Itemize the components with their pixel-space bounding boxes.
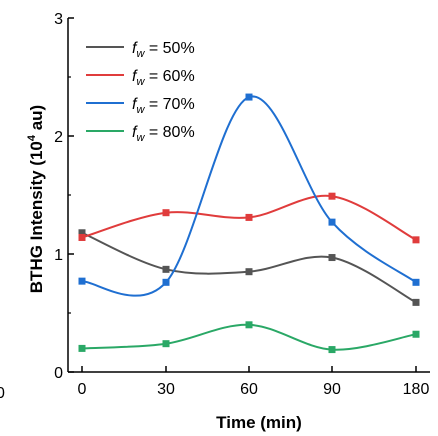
series-line <box>81 231 417 304</box>
data-point <box>412 330 420 338</box>
data-point <box>245 268 253 276</box>
data-point <box>412 298 420 306</box>
data-point <box>78 277 86 285</box>
y-tick-label: 3 <box>54 11 63 28</box>
data-point <box>162 209 170 217</box>
y-axis-label: BTHG Intensity (104 au) <box>26 105 46 293</box>
x-axis-label: Time (min) <box>216 413 302 432</box>
legend-label: fw = 50% <box>132 40 195 60</box>
series-4 <box>78 321 420 354</box>
series-3 <box>78 93 420 297</box>
legend-item: fw = 80% <box>86 124 195 144</box>
data-point <box>78 344 86 352</box>
series-1 <box>78 229 420 306</box>
x-tick-label: 0 <box>78 381 87 398</box>
x-tick-label: 90 <box>323 381 341 398</box>
y-tick-label: 2 <box>54 129 63 146</box>
data-point <box>78 233 86 241</box>
y-tick-label: 0 <box>54 365 63 382</box>
data-point <box>328 254 336 262</box>
legend-item: fw = 60% <box>86 68 195 88</box>
data-point <box>328 346 336 354</box>
data-point <box>162 265 170 273</box>
data-point <box>245 93 253 101</box>
legend-item: fw = 50% <box>86 40 195 60</box>
data-point <box>328 192 336 200</box>
data-point <box>328 218 336 226</box>
data-point <box>78 229 86 237</box>
series-group <box>78 93 420 354</box>
legend-label: fw = 70% <box>132 96 195 116</box>
data-point <box>162 340 170 348</box>
series-2 <box>78 192 420 244</box>
data-point <box>412 278 420 286</box>
legend: fw = 50% fw = 60% fw = 70% fw = 80% <box>86 40 195 144</box>
x-tick-label: 30 <box>157 381 175 398</box>
legend-label: fw = 60% <box>132 68 195 88</box>
y-tick-label: 1 <box>54 247 63 264</box>
stray-edge-label: 0 <box>0 385 5 402</box>
x-tick-label: 180 <box>403 381 430 398</box>
x-tick-label: 60 <box>240 381 258 398</box>
data-point <box>162 278 170 286</box>
legend-item: fw = 70% <box>86 96 195 116</box>
data-point <box>245 321 253 329</box>
data-point <box>245 213 253 221</box>
data-point <box>412 236 420 244</box>
legend-label: fw = 80% <box>132 124 195 144</box>
series-line <box>81 323 417 351</box>
